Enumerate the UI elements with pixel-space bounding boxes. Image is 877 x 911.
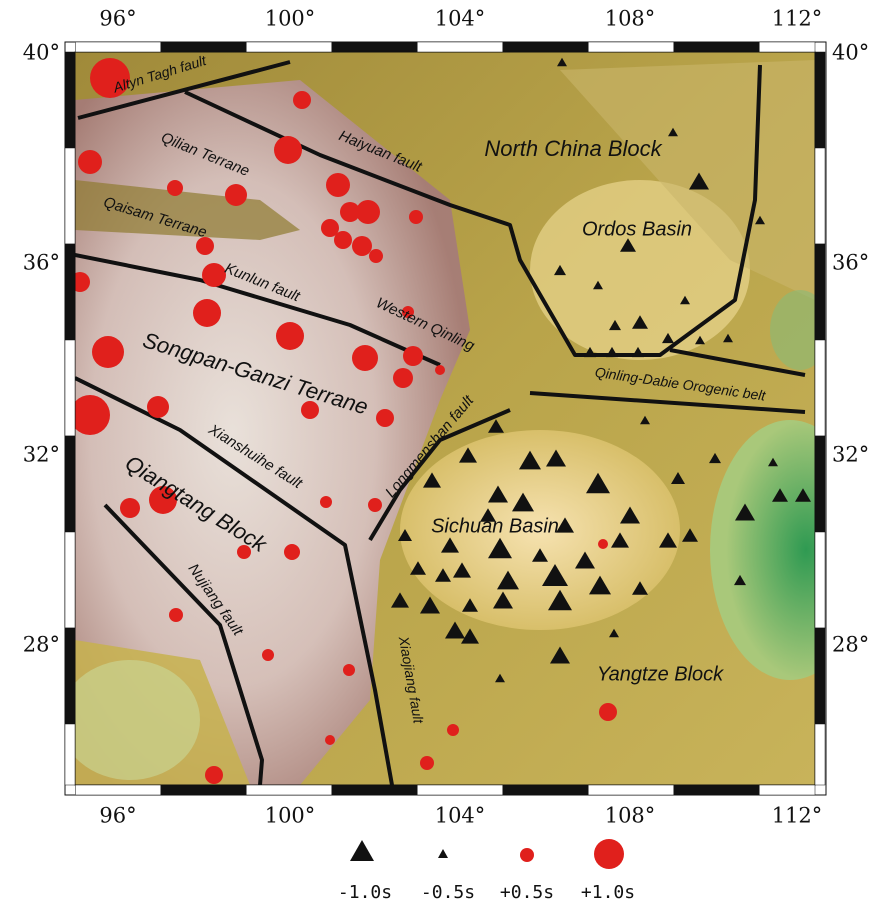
positive-residual: [70, 395, 110, 435]
positive-residual: [356, 200, 380, 224]
frame-segment: [759, 785, 815, 795]
frame-segment: [75, 42, 161, 52]
lon-label-bottom: 112°: [772, 804, 823, 828]
lon-label-bottom: 96°: [99, 804, 136, 828]
frame-segment: [161, 785, 247, 795]
positive-residual: [598, 539, 608, 549]
frame-segment: [815, 532, 825, 628]
frame-segment: [65, 436, 75, 532]
frame-segment: [815, 340, 825, 436]
frame-segment: [674, 42, 760, 52]
positive-residual: [326, 173, 350, 197]
positive-residual: [343, 664, 355, 676]
frame-segment: [588, 42, 674, 52]
positive-residual: [376, 409, 394, 427]
terrain: Altyn Tagh faultQilian TerraneHaiyuan fa…: [60, 52, 870, 785]
frame-segment: [674, 785, 760, 795]
legend: -1.0s -0.5s +0.5s +1.0s: [338, 839, 635, 903]
legend-label: -0.5s: [421, 882, 475, 903]
positive-residual: [293, 91, 311, 109]
frame-segment: [65, 340, 75, 436]
lat-label-left: 40°: [23, 41, 60, 65]
positive-residual: [262, 649, 274, 661]
positive-residual: [403, 346, 423, 366]
positive-residual: [447, 724, 459, 736]
legend-label: -1.0s: [338, 882, 392, 903]
map-label: Ordos Basin: [582, 218, 692, 240]
legend-label: +0.5s: [500, 882, 554, 903]
positive-residual: [92, 336, 124, 368]
lat-label-left: 28°: [23, 633, 60, 657]
lon-label-bottom: 108°: [605, 804, 656, 828]
frame-segment: [815, 52, 825, 148]
lat-label-right: 32°: [832, 443, 869, 467]
lon-label-top: 108°: [605, 7, 656, 31]
positive-residual: [284, 544, 300, 560]
lon-label-top: 100°: [265, 7, 316, 31]
positive-residual: [78, 150, 102, 174]
positive-residual: [409, 210, 423, 224]
frame-segment: [815, 244, 825, 340]
positive-residual: [393, 368, 413, 388]
map-label: Sichuan Basin: [431, 515, 559, 537]
positive-residual: [599, 703, 617, 721]
frame-segment: [65, 244, 75, 340]
positive-residual: [334, 231, 352, 249]
lat-label-right: 36°: [832, 251, 869, 275]
legend-label: +1.0s: [581, 882, 635, 903]
positive-residual: [196, 237, 214, 255]
frame-segment: [815, 628, 825, 724]
lat-label-left: 36°: [23, 251, 60, 275]
lat-label-left: 32°: [23, 443, 60, 467]
positive-residual: [420, 756, 434, 770]
frame-segment: [75, 785, 161, 795]
lon-label-bottom: 104°: [435, 804, 486, 828]
frame-segment: [161, 42, 247, 52]
positive-residual: [274, 136, 302, 164]
map-figure: Altyn Tagh faultQilian TerraneHaiyuan fa…: [0, 0, 877, 907]
positive-residual: [352, 345, 378, 371]
lat-label-right: 40°: [832, 41, 869, 65]
frame-segment: [759, 42, 815, 52]
positive-residual: [205, 766, 223, 784]
positive-residual: [435, 365, 445, 375]
frame-segment: [332, 42, 418, 52]
frame-segment: [332, 785, 418, 795]
map-label: North China Block: [484, 136, 662, 161]
lat-label-right: 28°: [832, 633, 869, 657]
frame-segment: [503, 42, 589, 52]
positive-residual: [352, 236, 372, 256]
positive-residual: [147, 396, 169, 418]
positive-residual: [167, 180, 183, 196]
frame-segment: [65, 148, 75, 244]
lon-label-bottom: 100°: [265, 804, 316, 828]
frame-segment: [503, 785, 589, 795]
positive-residual: [276, 322, 304, 350]
frame-segment: [417, 785, 503, 795]
frame-segment: [815, 436, 825, 532]
lon-label-top: 96°: [99, 7, 136, 31]
lon-label-top: 112°: [772, 7, 823, 31]
frame-segment: [588, 785, 674, 795]
frame-segment: [65, 724, 75, 785]
frame-segment: [815, 724, 825, 785]
frame-segment: [246, 785, 332, 795]
positive-residual: [169, 608, 183, 622]
map-label: Yangtze Block: [597, 663, 724, 685]
frame-segment: [65, 532, 75, 628]
lon-label-top: 104°: [435, 7, 486, 31]
frame-segment: [65, 628, 75, 724]
positive-residual: [193, 299, 221, 327]
positive-residual: [225, 184, 247, 206]
frame-segment: [65, 52, 75, 148]
positive-residual: [369, 249, 383, 263]
frame-segment: [417, 42, 503, 52]
positive-residual: [368, 498, 382, 512]
positive-residual: [320, 496, 332, 508]
frame-segment: [246, 42, 332, 52]
frame-segment: [815, 148, 825, 244]
positive-residual: [120, 498, 140, 518]
positive-residual: [325, 735, 335, 745]
